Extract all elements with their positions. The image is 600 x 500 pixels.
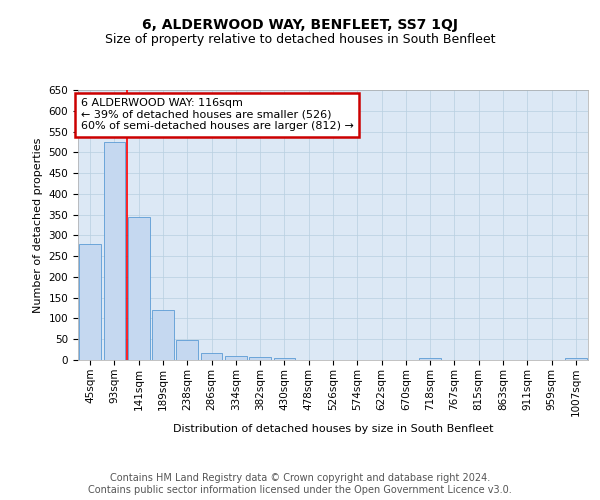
Bar (249, 356, 271, 360)
Bar (419, 358, 441, 360)
Bar (565, 358, 587, 360)
Text: 6, ALDERWOOD WAY, BENFLEET, SS7 1QJ: 6, ALDERWOOD WAY, BENFLEET, SS7 1QJ (142, 18, 458, 32)
Text: Size of property relative to detached houses in South Benfleet: Size of property relative to detached ho… (105, 32, 495, 46)
Bar (274, 358, 295, 360)
Text: 6 ALDERWOOD WAY: 116sqm
← 39% of detached houses are smaller (526)
60% of semi-d: 6 ALDERWOOD WAY: 116sqm ← 39% of detache… (80, 98, 353, 132)
Text: Contains HM Land Registry data © Crown copyright and database right 2024.
Contai: Contains HM Land Registry data © Crown c… (88, 474, 512, 495)
X-axis label: Distribution of detached houses by size in South Benfleet: Distribution of detached houses by size … (173, 424, 493, 434)
Bar (152, 310, 174, 360)
Y-axis label: Number of detached properties: Number of detached properties (33, 138, 43, 312)
Bar (176, 340, 198, 360)
Bar (128, 216, 149, 360)
Bar (200, 353, 223, 360)
Bar (225, 356, 247, 360)
Bar (104, 142, 125, 360)
Bar (79, 244, 101, 360)
